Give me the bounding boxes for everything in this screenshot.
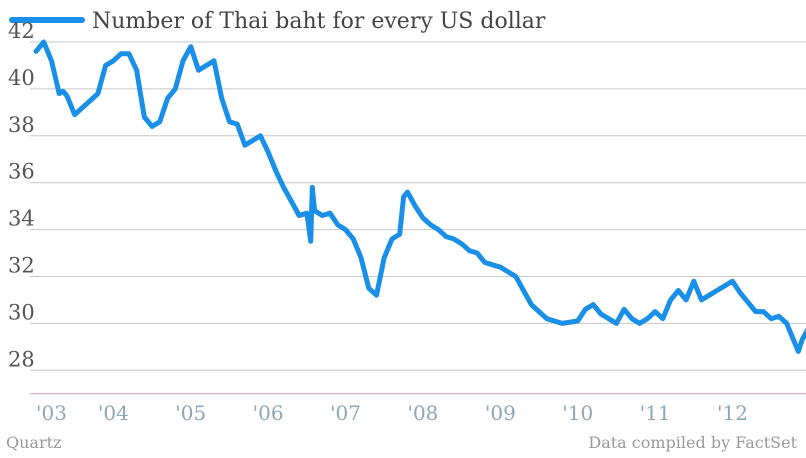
x-tick-label: '09 [485, 401, 516, 425]
x-tick-label: '04 [98, 401, 129, 425]
footer-source-left: Quartz [6, 433, 61, 452]
x-tick-label: '05 [175, 401, 206, 425]
series-layer [33, 39, 806, 354]
grid-lines [30, 41, 806, 371]
legend: Number of Thai baht for every US dollar [9, 9, 546, 34]
x-tick-label: '06 [253, 401, 284, 425]
legend-label: Number of Thai baht for every US dollar [92, 9, 546, 34]
x-tick-label: '10 [562, 401, 593, 425]
y-tick-label: 30 [8, 300, 35, 324]
x-tick-label: '08 [407, 401, 438, 425]
y-tick-label: 40 [8, 66, 35, 90]
footer-source-right: Data compiled by FactSet [588, 433, 797, 452]
y-tick-label: 38 [8, 113, 35, 137]
x-tick-label: '03 [36, 401, 67, 425]
series-line-0 [33, 39, 806, 354]
y-tick-label: 42 [8, 19, 35, 43]
x-tick-label: '12 [717, 401, 748, 425]
y-tick-label: 28 [8, 347, 35, 371]
x-tick-label: '11 [640, 401, 671, 425]
x-axis-ticks: '03 '04 '05 '06 '07 '08 '09 '10 '11 '12 [36, 401, 748, 425]
y-tick-label: 34 [8, 207, 35, 231]
y-tick-label: 32 [8, 253, 35, 277]
y-tick-label: 36 [8, 160, 35, 184]
y-axis-ticks: 28 30 32 34 36 38 40 42 [8, 19, 35, 371]
x-tick-label: '07 [330, 401, 361, 425]
